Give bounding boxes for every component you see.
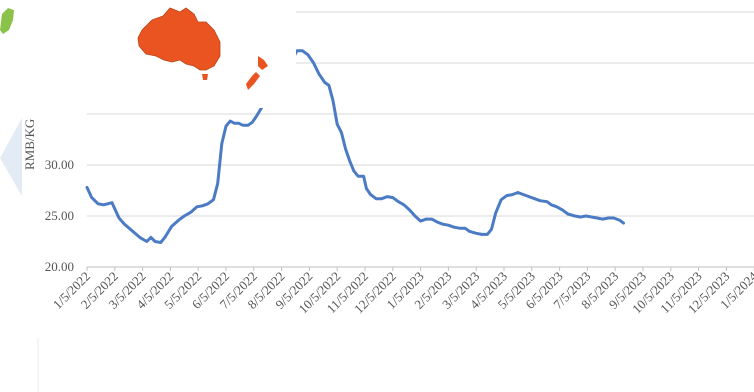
new-zealand-south-shape — [246, 72, 260, 90]
map-inset — [0, 0, 296, 108]
australia-shape — [137, 7, 221, 71]
series-line — [85, 49, 625, 244]
axes — [86, 266, 754, 271]
green-landmass-shape — [0, 8, 14, 34]
y-tick-label: 20.00 — [45, 259, 74, 274]
y-tick-label: 30.00 — [45, 157, 74, 172]
tasmania-shape — [202, 74, 208, 80]
y-axis-label: RMB/KG — [22, 119, 37, 170]
series-layer — [85, 49, 625, 244]
y-axis-tick-labels: 20.00 25.00 30.00 — [45, 157, 74, 274]
y-tick-label: 25.00 — [45, 208, 74, 223]
new-zealand-north-shape — [258, 56, 268, 70]
decorative-arrow-shape — [0, 118, 22, 196]
x-axis-tick-labels: 1/5/20222/5/20223/5/20224/5/20225/5/2022… — [50, 268, 754, 316]
